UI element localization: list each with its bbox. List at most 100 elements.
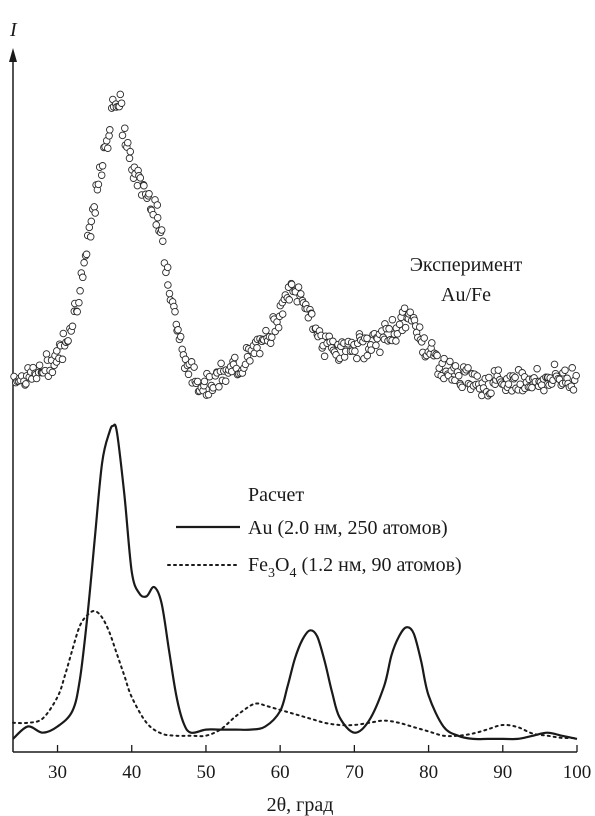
experiment-point (97, 171, 106, 179)
experiment-point (511, 373, 519, 382)
experiment-point (285, 296, 293, 304)
experiment-point (159, 237, 167, 245)
experiment-point (550, 360, 559, 369)
experiment-point (163, 263, 172, 272)
x-tick-label-30: 30 (48, 762, 67, 783)
experiment-point (82, 250, 91, 259)
experiment-point (68, 322, 77, 331)
experiment-point (329, 337, 337, 346)
y-axis-label: I (9, 19, 18, 41)
experiment-point (297, 290, 305, 298)
experiment-point (540, 386, 548, 395)
experiment-point (433, 351, 441, 360)
experiment-point (246, 357, 254, 365)
experiment-point (80, 258, 88, 267)
experiment-point (451, 362, 460, 370)
experiment-point (42, 350, 51, 358)
series-au-line (12, 423, 578, 741)
experiment-point (446, 357, 454, 366)
experiment-point (165, 289, 174, 298)
experiment-point (152, 221, 160, 229)
experiment-point (351, 347, 359, 355)
experiment-point (125, 154, 134, 163)
experiment-point (278, 310, 287, 318)
x-axis-label: 2θ, град (267, 794, 334, 816)
experiment-point (440, 354, 448, 363)
experiment-point (353, 354, 361, 363)
experiment-point (90, 203, 98, 211)
legend-fe3o4-part-sub4: 4 (289, 566, 296, 581)
experiment-point (153, 201, 162, 209)
legend-label-au: Au (2.0 нм, 250 атомов) (248, 517, 448, 539)
experiment-point (363, 334, 371, 343)
experiment-point (266, 339, 275, 347)
experiment-point (287, 280, 296, 289)
experiment-point (87, 217, 96, 226)
x-tick-label-70: 70 (345, 762, 364, 783)
experiment-point (176, 332, 185, 341)
experiment-point (124, 138, 132, 147)
experiment-point (140, 181, 148, 190)
experiment-point (116, 90, 125, 99)
experiment-point (164, 281, 172, 289)
legend-fe3o4-part-fe: Fe (248, 554, 268, 576)
experiment-point (268, 333, 276, 341)
experiment-point (58, 355, 67, 364)
experiment-point (231, 353, 239, 362)
experiment-point (455, 371, 463, 380)
experiment-point (184, 370, 193, 379)
experiment-point (105, 132, 113, 140)
experiment-point (117, 99, 126, 107)
experiment-point (91, 209, 99, 217)
legend-fe3o4-part-sub3: 3 (268, 566, 275, 581)
experiment-point (494, 366, 503, 374)
experiment-point (133, 181, 142, 190)
series-fe3o4-line (12, 609, 578, 740)
experiment-point (118, 131, 127, 140)
experiment-point (388, 315, 397, 324)
experiment-point (406, 308, 414, 316)
experiment-point (221, 377, 230, 385)
experiment-point (145, 190, 153, 198)
experiment-point (136, 174, 145, 182)
experiment-point (86, 233, 95, 241)
experiment-point (64, 337, 72, 345)
experiment-point (22, 380, 30, 388)
experiment-point (458, 383, 466, 392)
experiment-point (104, 144, 112, 152)
experiment-point (420, 334, 428, 342)
experiment-point (253, 344, 261, 352)
experiment-point (76, 287, 84, 295)
experiment-point (190, 363, 198, 371)
experiment-point (157, 226, 166, 234)
experiment-point (48, 368, 57, 377)
experiment-point (376, 348, 384, 357)
x-tick-label-60: 60 (271, 762, 290, 783)
experiment-point (485, 373, 493, 382)
legend-label-fe3o4: Fe3O4 (1.2 нм, 90 атомов) (248, 554, 462, 581)
experiment-point (464, 364, 472, 372)
experiment-point (174, 326, 182, 334)
legend-fe3o4-part-o: O (275, 554, 289, 576)
experiment-point (308, 310, 316, 318)
experiment-point (53, 347, 61, 355)
experiment-point (528, 383, 536, 392)
experiment-point (569, 386, 578, 394)
experiment-point (193, 377, 202, 386)
experiment-point (533, 364, 541, 373)
experiment-point (256, 349, 264, 358)
x-tick-label-90: 90 (493, 762, 512, 783)
experiment-point (35, 361, 44, 369)
experiment-point (487, 389, 495, 397)
x-tick-label-80: 80 (419, 762, 438, 783)
experiment-point (473, 372, 481, 380)
experiment-point (401, 323, 410, 332)
x-ticks: 30 40 50 60 70 80 90 100 (48, 745, 591, 783)
experiment-point (59, 329, 68, 338)
experiment-point (392, 337, 400, 345)
experiment-point (395, 320, 404, 329)
experiment-point (153, 213, 162, 222)
series-experiment (10, 90, 580, 400)
experiment-point (400, 304, 409, 312)
experiment-point (428, 339, 436, 347)
